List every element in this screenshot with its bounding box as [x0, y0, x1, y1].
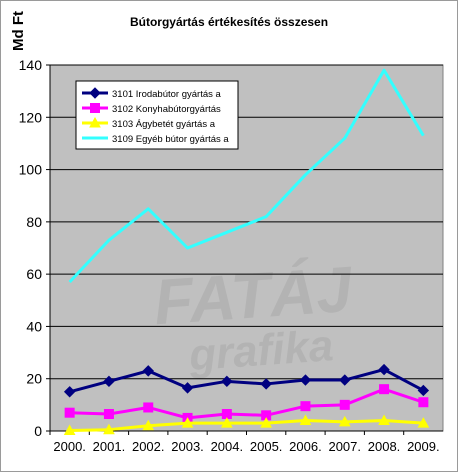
legend-entry: 3103 Ágybetét gyártás a: [82, 116, 216, 130]
y-axis-label: Md Ft: [10, 11, 27, 51]
data-point: [103, 409, 114, 420]
y-tick-label: 140: [19, 57, 43, 73]
data-point: [379, 384, 390, 395]
data-point: [63, 424, 76, 435]
x-tick-label: 2005.: [250, 439, 283, 454]
watermark-subtext: grafika: [187, 321, 335, 380]
x-tick-label: 2003.: [171, 439, 204, 454]
legend-swatch-marker: [89, 116, 101, 128]
data-point: [221, 417, 233, 428]
data-point: [181, 382, 194, 394]
data-point: [260, 417, 272, 428]
legend-label: 3102 Konyhabútorgyártás: [112, 104, 221, 115]
x-tick-label: 2007.: [328, 439, 361, 454]
series-line: [69, 368, 425, 394]
data-point: [103, 423, 115, 435]
series-2: [64, 384, 429, 423]
watermark-text: FATÁJ: [152, 253, 356, 339]
x-tick-label: 2004.: [211, 439, 244, 454]
data-point: [63, 386, 76, 398]
data-point: [142, 419, 155, 431]
x-tick-label: 2002.: [132, 439, 165, 454]
y-tick-label: 120: [19, 109, 43, 125]
series-3: [63, 414, 430, 435]
legend: 3101 Irodabútor gyártás a 3102 Konyhabúto…: [75, 80, 239, 150]
series-line: [68, 68, 425, 284]
series-line: [69, 387, 424, 420]
legend-entry: 3109 Egyéb bútor gyártás a: [82, 134, 229, 145]
x-tick-label: 2008.: [368, 439, 401, 454]
data-point: [143, 402, 154, 413]
legend-entry: 3102 Konyhabútorgyártás: [82, 103, 221, 115]
data-point: [417, 384, 430, 397]
series-1: [63, 363, 430, 398]
y-tick-label: 60: [26, 266, 42, 282]
x-tick-label: 2006.: [289, 439, 322, 454]
x-tick-label: 2001.: [93, 439, 126, 454]
legend-entry: 3101 Irodabútor gyártás a: [82, 87, 222, 100]
data-point: [300, 401, 311, 412]
y-tick-label: 80: [26, 214, 42, 230]
data-point: [339, 399, 350, 410]
data-point: [221, 375, 233, 388]
data-point: [378, 363, 390, 376]
legend-swatch-marker: [90, 103, 100, 113]
chart-title: Bútorgyártás értékesítés összesen: [130, 15, 328, 29]
data-point: [64, 407, 75, 418]
legend-label: 3103 Ágybetét gyártás a: [112, 119, 216, 130]
data-point: [103, 375, 115, 388]
x-tick-label: 2009.: [407, 439, 440, 454]
y-tick-label: 20: [26, 371, 42, 387]
data-point: [338, 415, 351, 427]
y-tick-label: 0: [34, 423, 42, 439]
series-4: [68, 68, 425, 284]
y-tick-label: 100: [19, 162, 43, 178]
y-tick-label: 40: [26, 318, 42, 334]
legend-label: 3109 Egyéb bútor gyártás a: [112, 134, 229, 145]
series-line: [69, 419, 424, 432]
data-point: [339, 374, 351, 386]
legend-label: 3101 Irodabútor gyártás a: [112, 89, 222, 100]
legend-swatch-marker: [89, 87, 101, 99]
data-point: [260, 378, 272, 390]
data-point: [417, 417, 430, 428]
data-point: [378, 414, 390, 426]
data-point: [299, 374, 312, 386]
data-point: [418, 397, 429, 408]
data-point: [181, 417, 194, 428]
data-point: [142, 365, 154, 377]
data-point: [299, 414, 312, 426]
x-tick-label: 2000.: [53, 439, 86, 454]
